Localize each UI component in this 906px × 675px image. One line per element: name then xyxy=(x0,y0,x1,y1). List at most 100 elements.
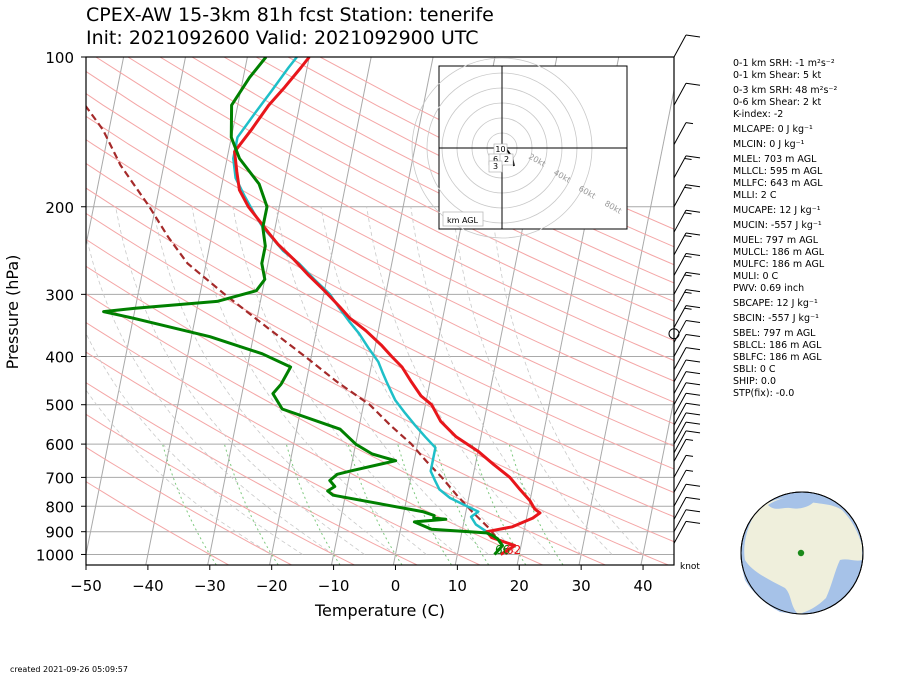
dry-adiabat xyxy=(86,446,292,565)
y-axis-label: Pressure (hPa) xyxy=(3,255,22,370)
created-timestamp: created 2021-09-26 05:09:57 xyxy=(10,665,128,674)
isotherm xyxy=(145,57,248,565)
y-tick-label: 400 xyxy=(45,349,74,367)
index-line: 0-1 km Shear: 5 kt xyxy=(733,70,822,81)
wind-barb xyxy=(673,34,701,58)
moist-adiabat xyxy=(152,206,396,555)
dry-adiabat xyxy=(159,57,674,322)
index-line: MLEL: 703 m AGL xyxy=(733,154,817,165)
index-line: MLLCL: 595 m AGL xyxy=(733,166,823,177)
x-tick-label: −30 xyxy=(194,577,226,595)
knot-label: knot xyxy=(680,562,700,572)
mixing-ratio-line xyxy=(223,443,279,565)
index-line: 0-6 km Shear: 2 kt xyxy=(733,97,822,108)
wind-barb xyxy=(673,334,701,357)
moist-adiabat xyxy=(491,206,644,555)
index-line: SBLCL: 186 m AGL xyxy=(733,340,822,351)
wind-barb xyxy=(673,438,694,462)
wind-barb xyxy=(673,382,701,405)
temperature-profile xyxy=(233,57,542,556)
index-line: MULFC: 186 m AGL xyxy=(733,259,825,270)
hodo-height-marker: 2 xyxy=(504,155,509,164)
wind-barb xyxy=(673,305,701,328)
moist-adiabat xyxy=(410,206,582,555)
wind-barb xyxy=(673,184,701,207)
index-line: STP(fix): -0.0 xyxy=(733,388,795,399)
dry-adiabat xyxy=(191,57,674,303)
dry-adiabat xyxy=(86,93,674,403)
wind-barb xyxy=(673,412,701,436)
isotherm xyxy=(269,57,372,565)
wind-barb xyxy=(673,430,701,454)
parcel-profile xyxy=(86,104,508,555)
moist-adiabat xyxy=(86,389,272,555)
wind-barb xyxy=(673,155,701,179)
index-line: SBLFC: 186 m AGL xyxy=(733,352,822,363)
x-tick-label: 20 xyxy=(510,577,529,595)
dry-adiabat xyxy=(86,212,674,518)
mixing-ratio-line xyxy=(397,443,452,565)
isotherm xyxy=(86,57,125,248)
y-tick-label: 700 xyxy=(45,469,74,487)
isotherm xyxy=(578,87,674,565)
dry-adiabat xyxy=(86,162,674,470)
x-tick-label: 30 xyxy=(572,577,591,595)
index-line: SBCAPE: 12 J kg⁻¹ xyxy=(733,298,818,309)
wind-barb xyxy=(673,483,701,507)
index-line: MULI: 0 C xyxy=(733,271,779,282)
isotherm xyxy=(640,397,674,565)
dry-adiabat xyxy=(86,321,543,565)
wind-barb xyxy=(673,209,701,233)
dry-adiabat xyxy=(86,238,674,543)
dry-adiabat xyxy=(255,57,674,266)
indices-panel: 0-1 km SRH: -1 m²s⁻² 0-1 km Shear: 5 kt 0-… xyxy=(733,58,837,400)
x-tick-label: −20 xyxy=(256,577,288,595)
wind-barb xyxy=(673,496,701,520)
index-line: MUEL: 797 m AGL xyxy=(733,235,819,246)
x-tick-label: 40 xyxy=(634,577,653,595)
index-line: MLLI: 2 C xyxy=(733,190,777,201)
wind-barb xyxy=(673,392,701,416)
dry-adiabat xyxy=(223,57,674,284)
y-tick-label: 100 xyxy=(45,49,74,67)
y-tick-label: 800 xyxy=(45,498,74,516)
chart-title-line1: CPEX-AW 15-3km 81h fcst Station: tenerif… xyxy=(86,4,494,26)
x-tick-label: −50 xyxy=(70,577,102,595)
wind-barb xyxy=(673,232,701,256)
hodo-km-label: km AGL xyxy=(447,216,479,225)
moist-adiabat xyxy=(115,206,365,555)
wind-barb xyxy=(673,454,694,478)
wind-barb xyxy=(673,371,701,394)
moist-adiabat xyxy=(452,206,613,555)
dry-adiabat xyxy=(86,115,674,425)
mixing-ratio-line xyxy=(434,443,490,565)
wind-barb xyxy=(673,122,694,145)
moist-adiabat xyxy=(275,206,489,555)
x-tick-label: 0 xyxy=(391,577,401,595)
dry-adiabat xyxy=(86,293,606,565)
dry-adiabat xyxy=(86,481,230,565)
y-tick-label: 500 xyxy=(45,397,74,415)
wind-barb xyxy=(673,289,701,312)
index-line: MLCAPE: 0 J kg⁻¹ xyxy=(733,124,813,135)
index-line: MULCL: 186 m AGL xyxy=(733,247,825,258)
parcel-temp-label: 62 xyxy=(506,543,521,557)
globe-map xyxy=(740,491,864,615)
moist-adiabat xyxy=(232,206,458,555)
y-tick-label: 300 xyxy=(45,286,74,304)
chart-title-line2: Init: 2021092600 Valid: 2021092900 UTC xyxy=(86,27,479,49)
wind-barb xyxy=(673,520,701,544)
wind-barb xyxy=(673,421,701,445)
index-line: SBCIN: -557 J kg⁻¹ xyxy=(733,313,819,324)
mixing-ratio-line xyxy=(471,443,527,565)
index-line: MLCIN: 0 J kg⁻¹ xyxy=(733,139,805,150)
dry-adiabat xyxy=(86,187,674,494)
index-line: SHIP: 0.0 xyxy=(733,376,777,387)
y-tick-label: 900 xyxy=(45,524,74,542)
index-line: 0-3 km SRH: 48 m²s⁻² xyxy=(733,85,838,96)
mixing-ratio-line xyxy=(508,443,564,565)
index-line: 0-1 km SRH: -1 m²s⁻² xyxy=(733,58,835,69)
wind-barb xyxy=(673,82,701,106)
